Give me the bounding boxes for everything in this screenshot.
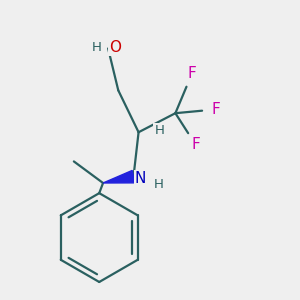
Text: H: H	[154, 124, 164, 137]
Text: F: F	[188, 66, 196, 81]
Text: N: N	[135, 171, 146, 186]
Text: F: F	[212, 102, 220, 117]
Polygon shape	[103, 170, 135, 183]
Text: H: H	[92, 41, 102, 54]
Text: H: H	[154, 178, 164, 191]
Text: F: F	[191, 137, 200, 152]
Text: O: O	[109, 40, 121, 55]
